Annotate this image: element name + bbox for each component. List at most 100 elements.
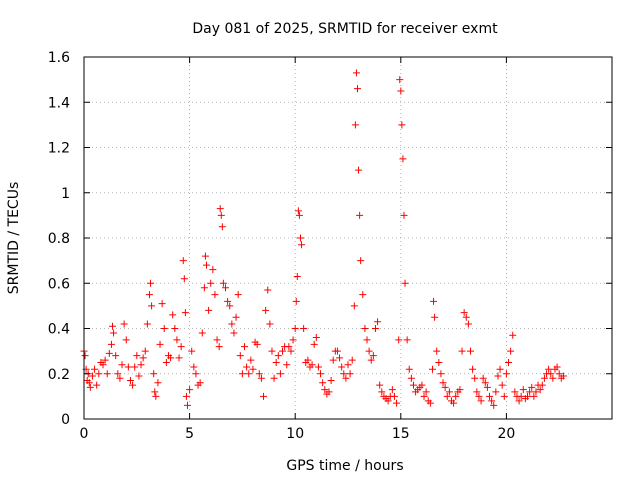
data-point xyxy=(547,370,555,378)
data-point xyxy=(350,302,358,310)
data-point xyxy=(295,211,303,219)
data-point xyxy=(124,363,132,371)
data-point xyxy=(407,374,415,382)
data-point xyxy=(374,318,382,326)
data-point xyxy=(398,121,406,129)
data-point xyxy=(116,374,124,382)
data-point xyxy=(217,211,225,219)
data-point xyxy=(202,261,210,269)
data-point xyxy=(314,363,322,371)
data-point xyxy=(409,381,417,389)
data-point xyxy=(325,388,333,396)
data-point xyxy=(158,300,166,308)
data-point xyxy=(152,392,160,400)
data-point xyxy=(268,347,276,355)
data-point xyxy=(359,291,367,299)
data-point xyxy=(95,370,103,378)
data-point xyxy=(131,363,139,371)
data-point xyxy=(215,343,223,351)
data-point xyxy=(291,325,299,332)
data-point xyxy=(298,241,306,249)
data-point xyxy=(255,370,263,378)
data-point xyxy=(477,397,485,405)
data-point xyxy=(266,320,274,328)
data-point xyxy=(181,309,189,317)
data-point xyxy=(198,329,206,337)
data-point xyxy=(245,370,253,378)
data-point xyxy=(241,343,249,351)
data-point xyxy=(403,336,411,344)
data-point xyxy=(431,313,439,321)
data-point xyxy=(317,370,325,378)
data-point xyxy=(492,388,500,396)
data-point xyxy=(441,383,449,391)
data-point xyxy=(458,347,466,355)
data-point xyxy=(475,392,483,400)
data-point xyxy=(264,286,272,294)
data-point xyxy=(418,381,426,389)
x-axis-label: GPS time / hours xyxy=(286,458,403,474)
data-point xyxy=(88,372,96,380)
data-point xyxy=(109,322,117,330)
data-point xyxy=(222,284,230,292)
data-point xyxy=(371,325,379,332)
data-point xyxy=(466,347,474,355)
data-point xyxy=(205,306,213,314)
data-point xyxy=(182,392,190,400)
data-point xyxy=(310,340,318,348)
data-point xyxy=(169,311,177,319)
data-point xyxy=(177,343,185,351)
data-point xyxy=(488,397,496,405)
data-point xyxy=(319,379,327,387)
data-point xyxy=(274,352,282,360)
data-point xyxy=(118,361,126,369)
data-point xyxy=(445,388,453,396)
data-point xyxy=(262,306,270,314)
data-point xyxy=(390,392,398,400)
data-point xyxy=(401,279,409,287)
data-point xyxy=(211,291,219,299)
data-point xyxy=(114,370,122,378)
data-point xyxy=(279,347,287,355)
data-point xyxy=(180,275,188,283)
x-tick-label: 0 xyxy=(80,426,89,442)
data-point xyxy=(86,383,94,391)
data-point xyxy=(112,352,120,360)
data-point xyxy=(289,336,297,344)
data-point xyxy=(151,388,159,396)
data-point xyxy=(285,343,293,351)
data-point xyxy=(137,361,145,369)
data-point xyxy=(456,386,464,394)
data-point xyxy=(355,166,363,174)
data-point xyxy=(464,320,472,328)
data-point xyxy=(369,352,377,360)
data-point xyxy=(139,354,147,362)
data-point xyxy=(536,386,544,394)
data-point xyxy=(483,383,491,391)
axis-tick-labels: 0 5 10 15 20 0 0.2 0.4 0.6 0.8 1 1.2 1.4 1.6 xyxy=(48,50,516,442)
data-point xyxy=(234,291,242,299)
data-point xyxy=(173,336,181,344)
data-point xyxy=(287,347,295,355)
data-point xyxy=(126,377,134,385)
data-point xyxy=(496,365,504,373)
data-point xyxy=(207,279,215,287)
data-point xyxy=(175,354,183,362)
data-point xyxy=(216,205,224,213)
data-point xyxy=(450,399,458,407)
data-point xyxy=(107,340,115,348)
data-point xyxy=(420,392,428,400)
data-point xyxy=(502,370,510,378)
data-point xyxy=(388,386,396,394)
data-point xyxy=(433,347,441,355)
data-point xyxy=(333,347,341,355)
y-tick-label: 0.4 xyxy=(48,322,70,338)
data-point xyxy=(91,365,99,373)
data-point xyxy=(348,356,356,364)
data-point xyxy=(481,379,489,387)
data-point xyxy=(553,363,561,371)
data-point xyxy=(293,272,301,280)
data-point xyxy=(147,279,155,287)
data-point xyxy=(473,388,481,396)
data-point xyxy=(397,87,405,95)
